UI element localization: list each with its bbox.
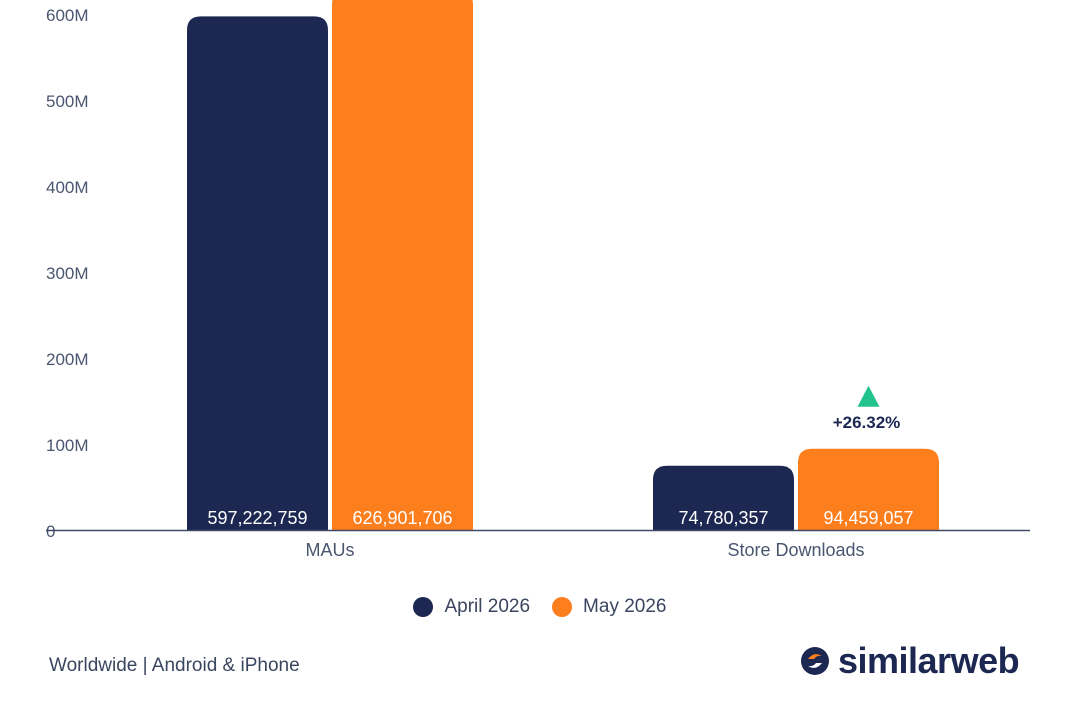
brand-name: similarweb — [838, 640, 1020, 681]
legend-label-may: May 2026 — [583, 596, 667, 617]
data-label-maus-may-2026: 626,901,706 — [352, 508, 452, 528]
data-label-store-downloads-april-2026: 74,780,357 — [678, 508, 768, 528]
data-label-maus-april-2026: 597,222,759 — [207, 508, 307, 528]
footer-note: Worldwide | Android & iPhone — [49, 655, 300, 676]
similarweb-logo-icon — [801, 647, 829, 675]
y-tick-label-100m: 100M — [46, 436, 89, 455]
bar-chart: 0 100M 200M 300M 400M 500M 600M 597,222,759 626,… — [46, 0, 1030, 560]
legend-item-april[interactable]: April 2026 — [413, 596, 530, 618]
bar-store-downloads-april-2026 — [653, 465, 794, 530]
x-tick-label-store-downloads: Store Downloads — [727, 540, 864, 560]
y-tick-label-500m: 500M — [46, 92, 89, 111]
legend-item-may[interactable]: May 2026 — [552, 596, 667, 618]
bar-maus-may-2026 — [332, 0, 473, 530]
bar-maus-april-2026 — [187, 16, 328, 530]
y-tick-label-600m: 600M — [46, 6, 89, 25]
brand: similarweb — [800, 640, 1020, 682]
y-tick-label-0: 0 — [46, 522, 55, 541]
legend-label-april: April 2026 — [444, 596, 531, 617]
x-tick-label-maus: MAUs — [306, 540, 355, 560]
trend-up-icon — [857, 385, 880, 407]
data-label-store-downloads-may-2026: 94,459,057 — [823, 508, 913, 528]
y-tick-label-200m: 200M — [46, 350, 89, 369]
y-tick-label-300m: 300M — [46, 264, 89, 283]
legend-swatch-april — [413, 597, 434, 617]
change-annotation: +26.32% — [833, 413, 901, 432]
bar-store-downloads-may-2026 — [798, 448, 939, 530]
y-tick-label-400m: 400M — [46, 178, 89, 197]
legend-swatch-may — [552, 597, 573, 617]
legend: April 2026 May 2026 — [0, 596, 1080, 618]
